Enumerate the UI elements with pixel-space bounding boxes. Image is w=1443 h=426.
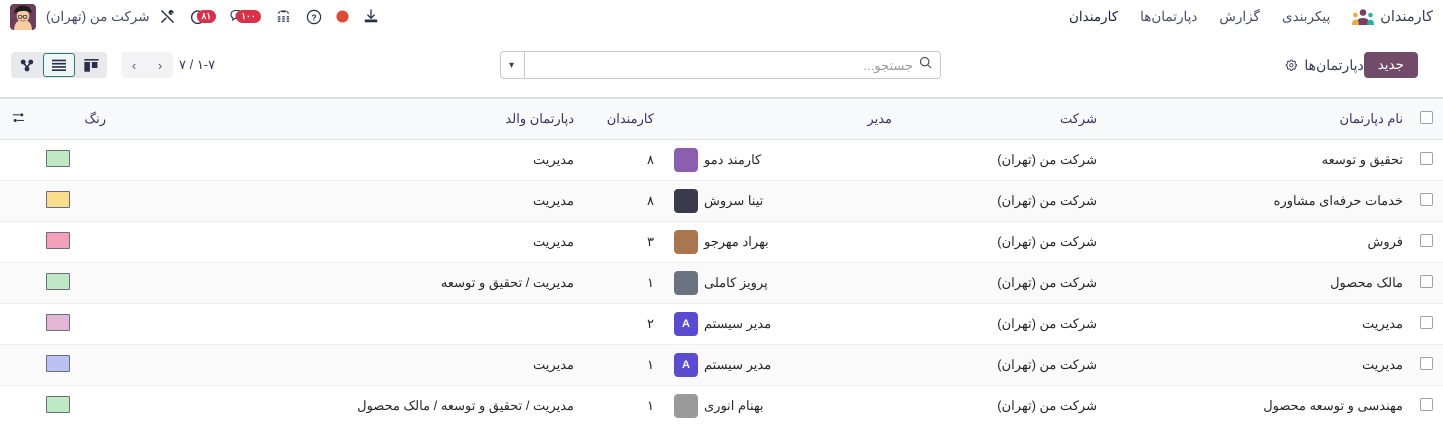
svg-text:?: ? [311,12,316,22]
